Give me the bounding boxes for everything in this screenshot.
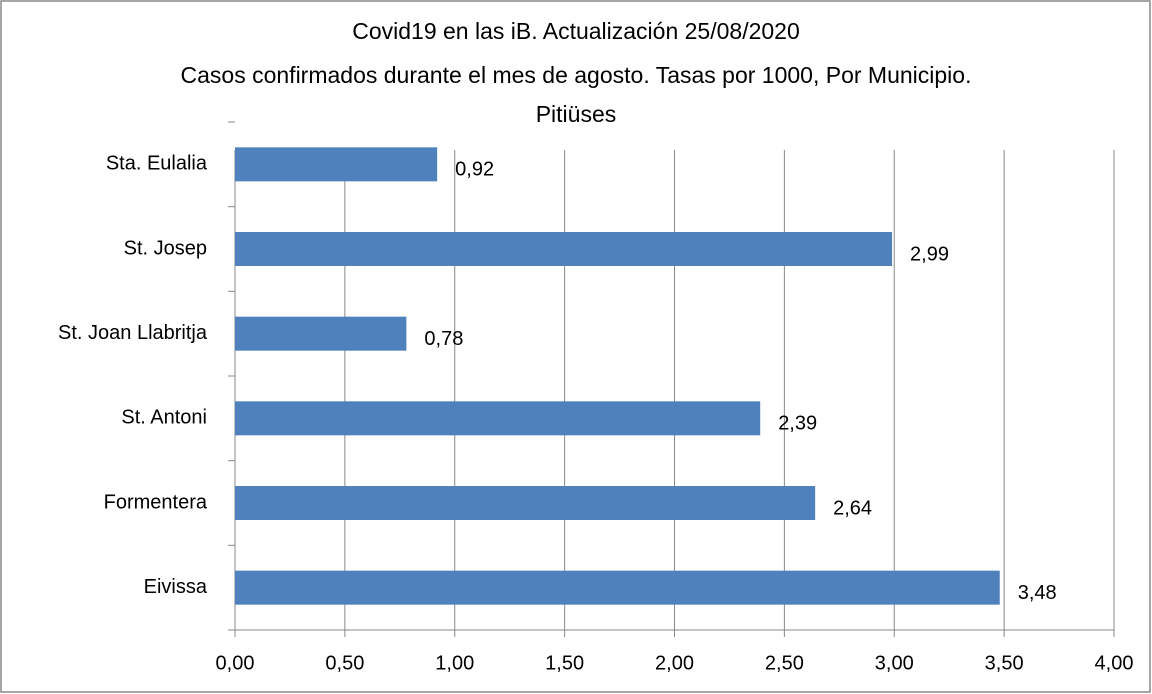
- chart-title: Covid19 en las iB. Actualización 25/08/2…: [352, 18, 800, 44]
- value-label: 3,48: [1018, 582, 1057, 604]
- bar: [235, 570, 1000, 605]
- x-tick-label: 3,50: [985, 652, 1024, 674]
- bar: [235, 401, 761, 436]
- y-tick-label: St. Antoni: [121, 407, 207, 429]
- value-label: 0,92: [455, 159, 494, 181]
- bar: [235, 316, 407, 351]
- x-tick-label: 2,00: [655, 652, 694, 674]
- x-tick-label: 1,50: [545, 652, 584, 674]
- x-tick-label: 2,50: [765, 652, 804, 674]
- bar: [235, 147, 438, 182]
- value-label: 0,78: [424, 328, 463, 350]
- y-tick-label: Formentera: [104, 491, 208, 513]
- x-tick-label: 4,00: [1095, 652, 1134, 674]
- value-label: 2,64: [833, 497, 872, 519]
- x-tick-label: 3,00: [875, 652, 914, 674]
- value-label: 2,99: [910, 243, 949, 265]
- value-label: 2,39: [778, 413, 817, 435]
- bar: [235, 232, 893, 266]
- y-tick-label: St. Joan Llabritja: [58, 322, 208, 344]
- y-tick-label: Eivissa: [144, 576, 208, 598]
- x-tick-label: 0,50: [325, 652, 364, 674]
- y-tick-label: Sta. Eulalia: [106, 153, 208, 175]
- x-tick-label: 1,00: [435, 652, 474, 674]
- chart-subtitle: Casos confirmados durante el mes de agos…: [180, 62, 972, 127]
- bar: [235, 486, 816, 520]
- x-tick-label: 0,00: [216, 652, 255, 674]
- y-tick-label: St. Josep: [124, 237, 207, 259]
